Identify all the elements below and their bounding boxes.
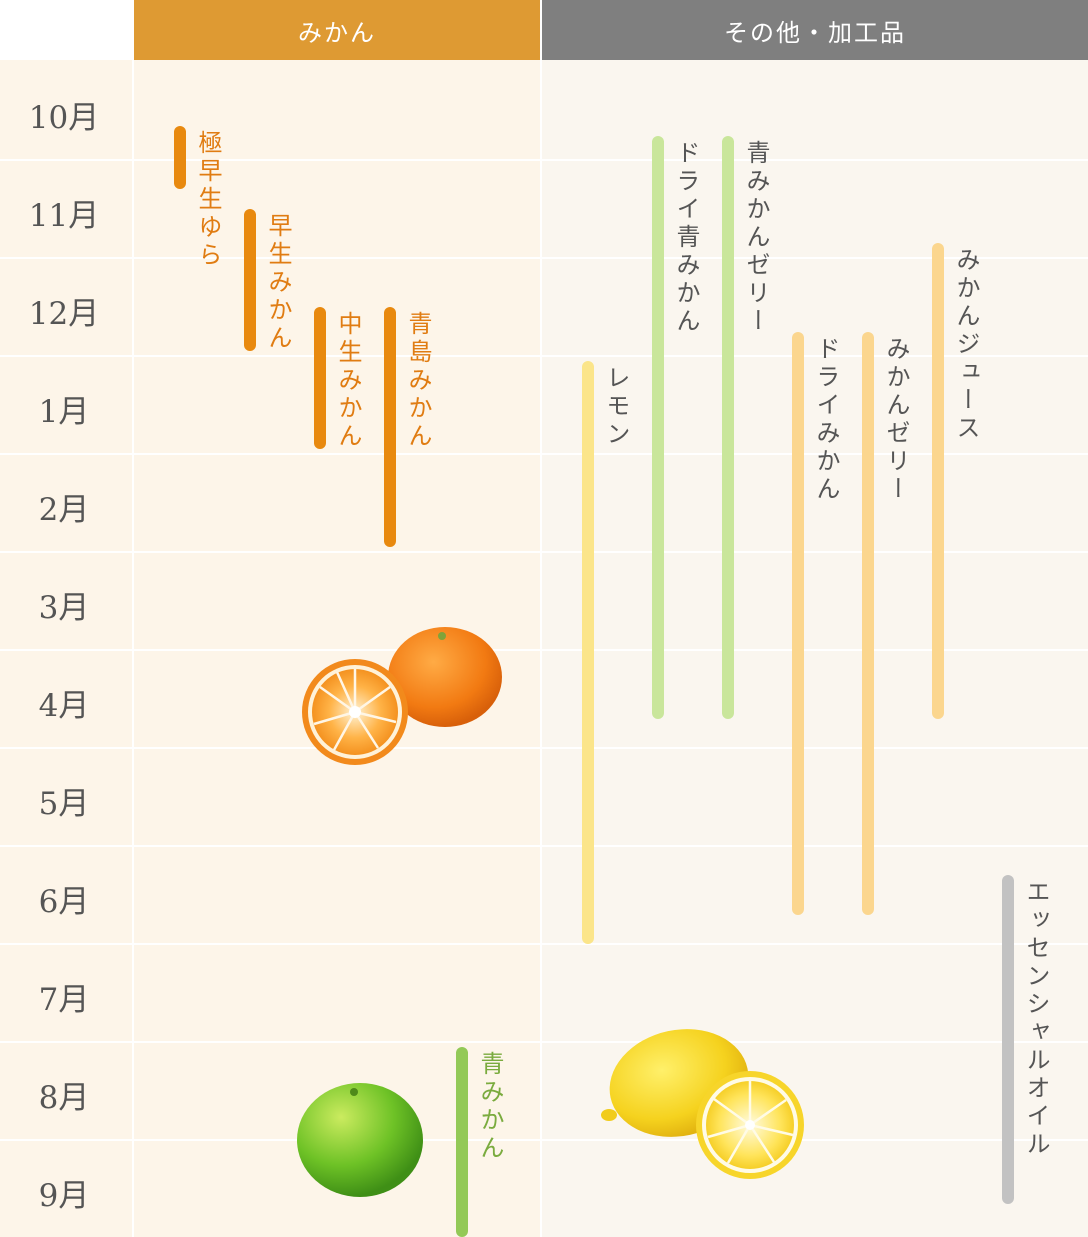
season-label: 青みかんゼリー [742,139,770,336]
season-bar [244,209,256,352]
season-label: 中生みかん [334,311,362,451]
season-label: みかんゼリー [882,335,910,504]
month-label: 9月 [38,1178,90,1214]
aomikan-illustration [297,1083,423,1197]
other-column-header: その他・加工品 [542,0,1088,60]
season-label: みかんジュース [952,247,980,444]
row-divider [0,453,1088,455]
row-divider [0,845,1088,847]
season-bar [456,1046,468,1237]
season-bar [652,135,664,719]
month-label: 5月 [38,786,90,822]
month-column [0,60,132,1237]
season-label: 極早生ゆら [194,129,222,270]
season-label: 青みかん [476,1050,504,1163]
season-label: レモン [602,364,630,449]
season-label: ドライみかん [812,335,840,504]
month-label: 1月 [38,394,90,430]
season-bar [384,307,396,548]
row-divider [0,257,1088,259]
month-label: 10月 [28,100,100,136]
season-bar [792,331,804,915]
month-label: 8月 [38,1080,90,1116]
row-divider [0,649,1088,651]
season-label: エッセンシャルオイル [1022,879,1050,1160]
season-bar [722,135,734,719]
month-label: 3月 [38,590,90,626]
month-label: 7月 [38,982,90,1018]
month-label: 11月 [28,198,100,234]
row-divider [0,1041,1088,1043]
row-divider [0,1139,1088,1141]
season-label: ドライ青みかん [672,139,700,336]
month-label: 12月 [28,296,100,332]
mikan-illustration [302,627,502,765]
other-column [542,60,1088,1237]
season-bar [174,125,186,190]
season-bar [1002,875,1014,1204]
month-label: 6月 [38,884,90,920]
season-label: 早生みかん [264,213,292,353]
mikan-column-header: みかん [134,0,540,60]
season-bar [314,307,326,450]
row-divider [0,355,1088,357]
season-bar [862,331,874,915]
lemon-illustration [601,1029,804,1179]
row-divider [0,159,1088,161]
row-divider [0,551,1088,553]
season-bar [582,360,594,944]
row-divider [0,747,1088,749]
row-divider [0,943,1088,945]
season-bar [932,243,944,719]
month-label: 2月 [38,492,90,528]
month-label: 4月 [38,688,90,724]
season-label: 青島みかん [404,311,432,451]
